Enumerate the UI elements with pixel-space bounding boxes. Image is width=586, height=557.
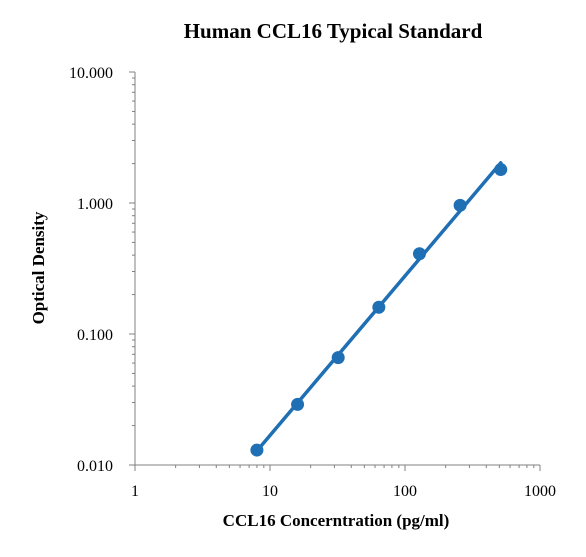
- data-point: [453, 198, 467, 212]
- x-axis-label: CCL16 Concerntration (pg/ml): [223, 511, 450, 530]
- axes: [134, 72, 540, 466]
- series: [250, 161, 508, 457]
- y-axis-label: Optical Density: [29, 211, 48, 324]
- x-tick-label: 1000: [524, 483, 556, 500]
- y-tick-label: 0.010: [77, 458, 113, 475]
- data-point: [250, 443, 264, 457]
- y-ticks: 0.010 0.100 1.000 10.000: [69, 65, 135, 475]
- x-ticks: 1 10 100 1000: [131, 465, 556, 500]
- data-point: [331, 351, 345, 365]
- y-tick-label: 10.000: [69, 65, 113, 82]
- y-tick-label: 1.000: [77, 196, 113, 213]
- x-tick-label: 1: [131, 483, 139, 500]
- x-tick-label: 10: [262, 483, 278, 500]
- data-point: [372, 300, 386, 314]
- chart-title: Human CCL16 Typical Standard: [184, 19, 483, 43]
- y-tick-label: 0.100: [77, 327, 113, 344]
- data-point: [291, 397, 305, 411]
- data-point: [412, 247, 426, 261]
- x-tick-label: 100: [393, 483, 417, 500]
- data-point: [494, 163, 508, 177]
